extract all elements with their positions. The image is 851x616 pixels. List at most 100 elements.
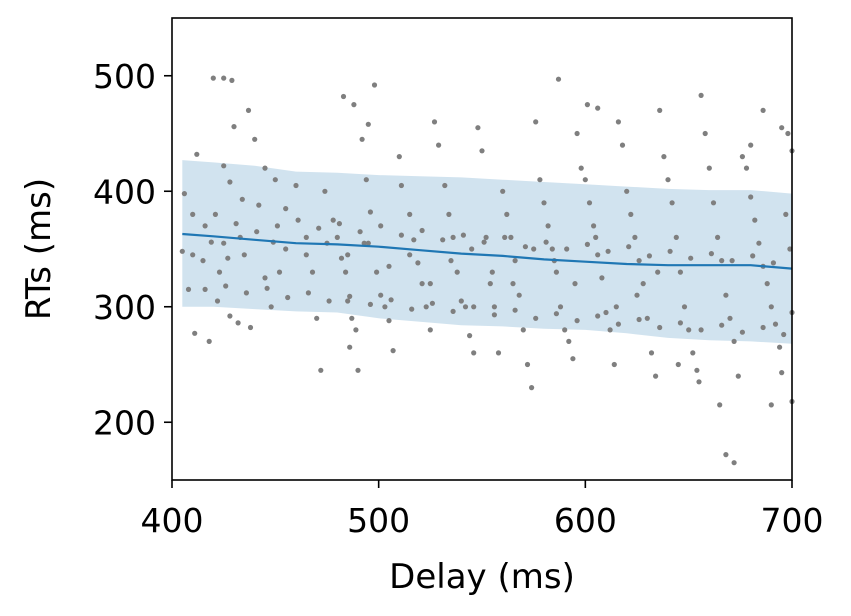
scatter-point bbox=[584, 102, 591, 108]
scatter-point bbox=[357, 229, 363, 235]
x-tick-label: 600 bbox=[554, 501, 617, 540]
scatter-point bbox=[729, 258, 735, 264]
scatter-point bbox=[262, 165, 268, 171]
scatter-point bbox=[305, 290, 311, 296]
scatter-point bbox=[367, 209, 373, 215]
scatter-point bbox=[471, 350, 477, 356]
scatter-point bbox=[326, 298, 332, 304]
scatter-point bbox=[190, 252, 196, 258]
scatter-point bbox=[708, 251, 715, 257]
scatter-point bbox=[665, 177, 671, 183]
scatter-point bbox=[675, 361, 681, 368]
scatter-point bbox=[390, 348, 396, 354]
y-tick-label: 400 bbox=[93, 172, 156, 211]
scatter-point bbox=[239, 196, 245, 202]
scatter-point bbox=[202, 286, 208, 292]
scatter-point bbox=[202, 223, 208, 229]
y-axis-label: RTs (ms) bbox=[19, 178, 59, 320]
x-axis-label: Delay (ms) bbox=[389, 557, 575, 597]
scatter-point bbox=[531, 246, 537, 252]
scatter-point bbox=[615, 119, 622, 125]
scatter-point bbox=[537, 177, 543, 183]
scatter-point bbox=[607, 327, 613, 333]
scatter-point bbox=[247, 324, 254, 331]
scatter-point bbox=[336, 221, 342, 227]
scatter-point bbox=[770, 260, 777, 266]
scatter-point bbox=[574, 318, 580, 324]
scatter-point bbox=[698, 92, 704, 98]
scatter-points bbox=[179, 75, 795, 466]
scatter-point bbox=[231, 124, 237, 130]
scatter-point bbox=[423, 304, 429, 310]
scatter-point bbox=[192, 330, 198, 336]
scatter-point bbox=[429, 300, 435, 306]
scatter-point bbox=[673, 234, 679, 240]
scatter-point bbox=[562, 327, 568, 333]
scatter-point bbox=[593, 234, 599, 240]
scatter-point bbox=[584, 241, 591, 247]
scatter-point bbox=[378, 292, 384, 298]
scatter-point bbox=[471, 304, 477, 310]
scatter-point bbox=[233, 221, 239, 227]
scatter-point bbox=[768, 304, 774, 310]
scatter-point bbox=[595, 313, 601, 319]
plot-frame bbox=[171, 17, 793, 481]
scatter-point bbox=[553, 269, 560, 275]
scatter-point bbox=[386, 318, 392, 324]
scatter-point bbox=[516, 292, 522, 298]
scatter-point bbox=[210, 75, 216, 81]
scatter-point bbox=[316, 225, 322, 231]
scatter-point bbox=[702, 130, 708, 137]
scatter-point bbox=[533, 315, 539, 321]
x-tick-label: 500 bbox=[347, 501, 410, 540]
scatter-point bbox=[756, 240, 762, 246]
scatter-point bbox=[454, 269, 460, 275]
scatter-point bbox=[572, 281, 578, 287]
scatter-point bbox=[214, 298, 221, 304]
y-tick-label: 500 bbox=[93, 57, 156, 96]
scatter-point bbox=[640, 281, 646, 287]
scatter-point bbox=[398, 232, 404, 238]
scatter-point bbox=[345, 298, 351, 304]
scatter-point bbox=[351, 102, 357, 108]
scatter-point bbox=[419, 281, 425, 287]
scatter-point bbox=[504, 211, 510, 217]
scatter-point bbox=[221, 75, 227, 81]
scatter-point bbox=[216, 269, 223, 275]
scatter-point bbox=[262, 275, 268, 281]
scatter-point bbox=[440, 237, 446, 243]
scatter-point bbox=[285, 294, 291, 301]
scatter-point bbox=[483, 234, 489, 240]
scatter-point bbox=[735, 373, 741, 379]
scatter-point bbox=[723, 292, 729, 298]
scatter-point bbox=[398, 182, 404, 189]
scatter-point bbox=[407, 252, 413, 258]
scatter-point bbox=[611, 361, 617, 368]
scatter-point bbox=[347, 293, 353, 299]
scatter-point bbox=[694, 367, 700, 373]
scatter-point bbox=[626, 244, 632, 250]
scatter-point bbox=[179, 248, 185, 254]
scatter-point bbox=[303, 252, 309, 258]
scatter-point bbox=[657, 324, 663, 331]
scatter-point bbox=[500, 188, 506, 194]
x-axis-ticks: 400 500 600 700 bbox=[141, 480, 824, 540]
scatter-point bbox=[371, 82, 378, 88]
scatter-point bbox=[696, 379, 702, 385]
scatter-point bbox=[340, 93, 347, 100]
scatter-point bbox=[566, 338, 572, 344]
scatter-point bbox=[235, 320, 241, 326]
scatter-point bbox=[481, 239, 487, 245]
scatter-point bbox=[582, 177, 588, 183]
scatter-point bbox=[524, 361, 531, 368]
y-tick-label: 300 bbox=[93, 288, 156, 327]
scatter-point bbox=[644, 315, 650, 321]
scatter-point bbox=[632, 234, 638, 240]
scatter-point bbox=[245, 107, 252, 113]
scatter-point bbox=[446, 211, 452, 217]
scatter-point bbox=[419, 227, 425, 234]
scatter-point bbox=[698, 327, 704, 333]
scatter-point bbox=[549, 246, 555, 252]
scatter-point bbox=[508, 234, 514, 240]
scatter-point bbox=[200, 258, 206, 264]
